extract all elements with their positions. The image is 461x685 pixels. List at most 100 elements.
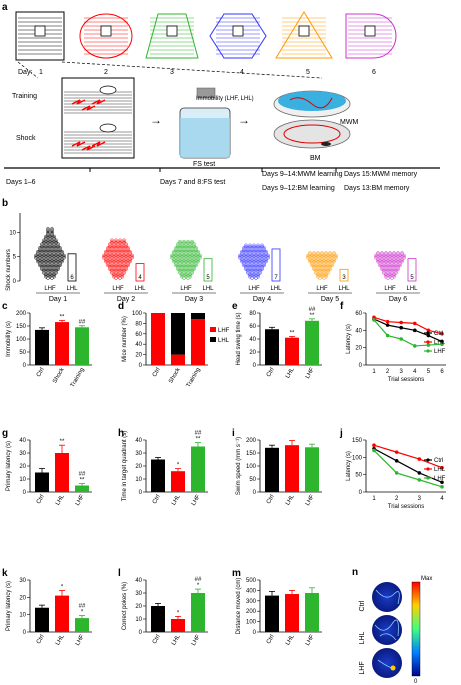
b-point	[50, 241, 54, 245]
b-point	[386, 256, 390, 260]
b-point	[120, 266, 124, 270]
x-category: Ctrl	[152, 494, 162, 505]
day-label-1: 1	[39, 69, 43, 76]
series-point	[440, 465, 444, 470]
b-point	[56, 266, 60, 270]
b-point	[260, 258, 264, 263]
heatmap-row-ctrl: Ctrl	[359, 600, 366, 611]
b-point	[262, 263, 266, 268]
b-point	[264, 258, 268, 263]
b-point	[252, 251, 256, 255]
panel-i-label: i	[232, 428, 235, 439]
b-point	[122, 248, 126, 252]
ytick-label: 100	[246, 464, 257, 470]
b-ytick-label: 10	[9, 230, 16, 236]
b-point	[394, 270, 398, 274]
ytick-label: 10	[135, 477, 142, 483]
b-point	[260, 243, 264, 247]
xtick-label: 6	[440, 369, 444, 375]
b-point	[384, 266, 388, 270]
b-point	[402, 254, 406, 259]
legend-dot	[426, 331, 430, 335]
ytick-label: 0	[359, 363, 363, 369]
b-point	[246, 263, 250, 268]
panel-a-label: a	[2, 2, 8, 13]
b-point	[192, 260, 196, 264]
x-category: LHL	[285, 633, 296, 646]
b-point	[174, 247, 178, 251]
b-point	[186, 256, 190, 260]
sig-marker: **	[196, 437, 201, 443]
b-point	[42, 256, 46, 260]
b-point	[326, 270, 330, 274]
b-point	[386, 254, 390, 259]
b-point	[118, 262, 122, 266]
b-point	[118, 263, 122, 268]
x-category: Ctrl	[266, 494, 276, 505]
b-point	[326, 256, 330, 260]
panel-b: b Shock numbers 0 5 10 6 LHF LHL Day 1 4 LHF LHL D…	[2, 198, 420, 303]
b-day-label: Day 1	[49, 296, 67, 303]
b-point	[124, 267, 128, 271]
b-point	[54, 271, 58, 275]
b-point	[376, 258, 380, 263]
b-point	[252, 243, 256, 247]
panel-j-ylabel: Latency (s)	[346, 451, 352, 481]
bar	[285, 445, 299, 492]
b-point	[312, 266, 316, 270]
b-point	[48, 252, 52, 256]
b-point	[378, 256, 382, 260]
ytick-label: 0	[253, 363, 257, 369]
b-point	[188, 258, 192, 263]
sig-marker-hash: ##	[195, 577, 202, 583]
legend-swatch-lhf	[210, 327, 216, 332]
b-point	[122, 241, 126, 245]
lightning-icon	[91, 99, 106, 105]
series-point	[440, 480, 444, 485]
b-point	[320, 258, 324, 263]
b-group-lhf: LHF	[316, 286, 328, 292]
b-lhl-count: 6	[70, 275, 74, 281]
ytick-label: 20	[135, 604, 142, 610]
b-point	[52, 236, 56, 240]
b-point	[174, 254, 178, 259]
b-point	[188, 244, 192, 249]
ytick-label: 10	[135, 617, 142, 623]
b-point	[38, 256, 42, 260]
b-group-lhf: LHF	[180, 286, 192, 292]
b-point	[198, 254, 202, 259]
b-point	[246, 271, 250, 275]
b-point	[52, 260, 56, 264]
b-point	[120, 258, 124, 263]
legend-label: LHL	[434, 340, 446, 346]
ytick-label: 40	[135, 438, 142, 444]
panel-k-label: k	[2, 568, 8, 579]
b-point	[130, 254, 134, 259]
b-point	[44, 243, 48, 247]
b-point	[180, 251, 184, 255]
ytick-label: 40	[135, 342, 142, 348]
b-point	[196, 252, 200, 256]
b-point	[248, 244, 252, 249]
sig-marker: **	[310, 313, 315, 319]
b-point	[182, 239, 186, 244]
heatmap-lhl	[372, 615, 402, 645]
b-point	[400, 251, 404, 255]
b-point	[176, 243, 180, 247]
bar-lhf	[191, 319, 205, 365]
b-point	[120, 275, 124, 279]
b-point	[244, 267, 248, 271]
b-point	[52, 243, 56, 247]
b-point	[246, 256, 250, 260]
b-point	[248, 243, 252, 247]
b-point	[44, 267, 48, 271]
lightning-icon	[71, 141, 86, 147]
b-point	[180, 244, 184, 249]
timeline-mwm-learning: Days 9–14:MWM learning	[262, 171, 343, 178]
sig-marker: *	[61, 584, 64, 590]
b-point	[42, 248, 46, 252]
b-point	[394, 263, 398, 268]
b-point	[262, 254, 266, 259]
b-point	[254, 256, 258, 260]
b-point	[392, 251, 396, 255]
